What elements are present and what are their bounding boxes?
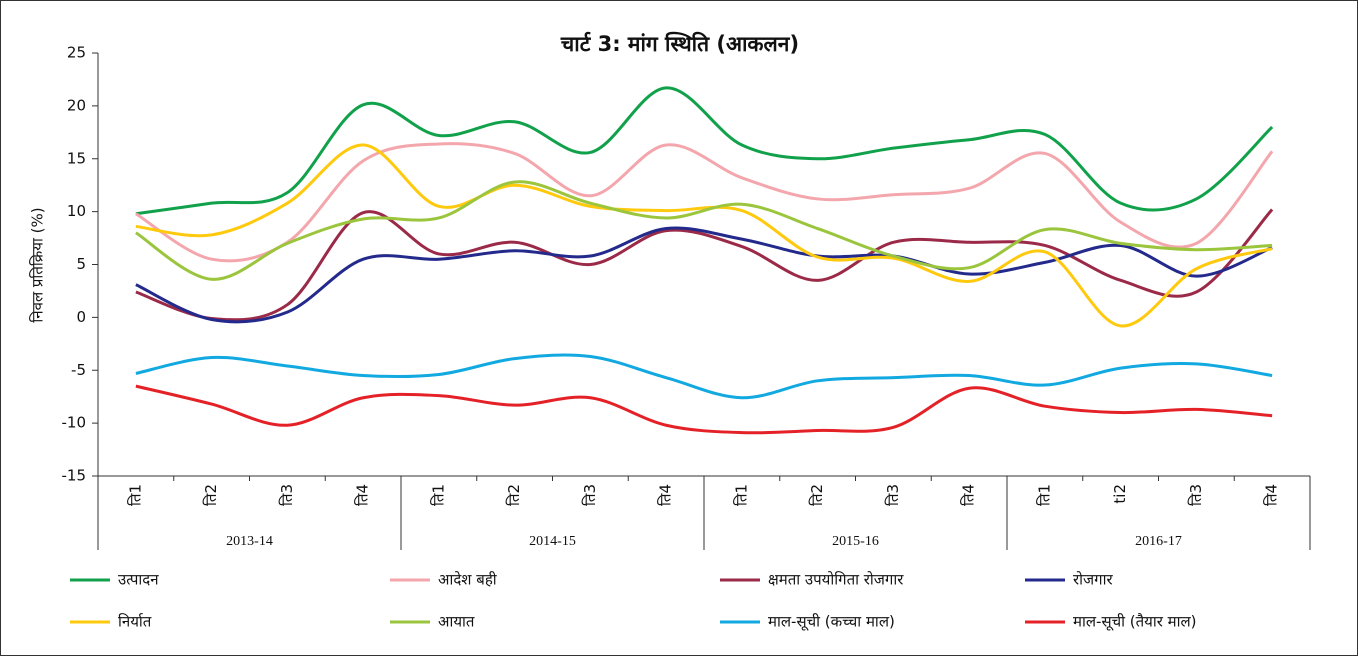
chart-title: चार्ट 3: मांग स्थिति (आकलन): [560, 31, 799, 56]
y-tick-label: -15: [62, 467, 87, 485]
x-tick-label: ति1: [1035, 484, 1053, 506]
series-line: [135, 353, 1273, 400]
x-tick-label: ति3: [581, 484, 599, 506]
group-label: 2014-15: [529, 534, 576, 549]
group-label: 2013-14: [226, 534, 273, 549]
legend-label: आयात: [438, 613, 475, 631]
y-tick-label: -5: [71, 361, 86, 379]
group-label: 2015-16: [832, 534, 879, 549]
series-line: [135, 384, 1273, 435]
x-tick-label: ti2: [1111, 484, 1129, 504]
y-tick-label: 15: [67, 149, 86, 167]
legend-label: निर्यात: [118, 613, 152, 631]
x-tick-label: ति4: [657, 484, 675, 506]
legend-label: रोजगार: [1073, 571, 1113, 589]
legend-label: आदेश बही: [438, 571, 498, 589]
x-tick-label: ति2: [202, 484, 220, 506]
group-label: 2016-17: [1135, 534, 1182, 549]
y-tick-label: 5: [76, 255, 86, 273]
y-tick-label: 0: [76, 308, 86, 326]
series-line: [135, 142, 1274, 263]
x-tick-label: ति4: [1263, 484, 1281, 506]
x-tick-label: ति3: [884, 484, 902, 506]
series-line: [135, 226, 1273, 324]
x-tick-label: ति1: [429, 484, 447, 506]
y-tick-label: -10: [62, 414, 87, 432]
series-line: [135, 180, 1273, 281]
y-tick-label: 10: [67, 202, 86, 220]
y-tick-label: 25: [67, 44, 86, 62]
x-tick-label: ति1: [732, 484, 750, 506]
y-axis-label: निवल प्रतिक्रिया (%): [29, 207, 47, 322]
series-line: [135, 208, 1274, 322]
legend-label: क्षमता उपयोगिता रोजगार: [768, 571, 904, 589]
series-line: [135, 143, 1273, 328]
legend-label: माल-सूची (कच्चा माल): [768, 613, 895, 632]
x-tick-label: ति4: [960, 484, 978, 506]
legend-label: माल-सूची (तैयार माल): [1073, 613, 1197, 632]
series-line: [135, 86, 1274, 216]
x-tick-label: ति3: [278, 484, 296, 506]
y-tick-label: 20: [67, 96, 86, 114]
x-tick-label: ति3: [1187, 484, 1205, 506]
legend-label: उत्पादन: [118, 571, 159, 589]
x-tick-label: ति1: [126, 484, 144, 506]
x-tick-label: ति4: [354, 484, 372, 506]
x-tick-label: ति2: [505, 484, 523, 506]
x-tick-label: ति2: [808, 484, 826, 506]
